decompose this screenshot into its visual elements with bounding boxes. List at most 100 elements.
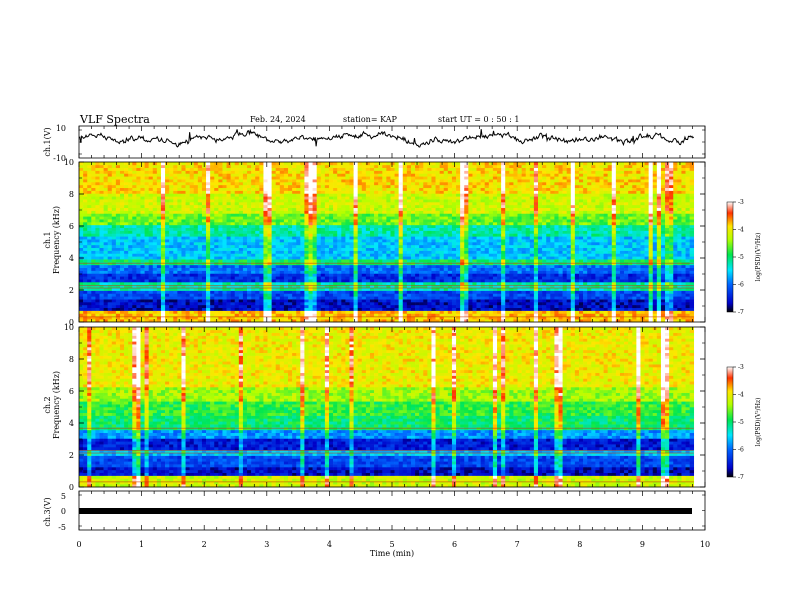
spec-cell bbox=[284, 248, 288, 251]
spec-cell bbox=[522, 299, 526, 302]
spec-cell bbox=[583, 293, 587, 296]
spec-cell bbox=[645, 273, 649, 276]
spec-cell bbox=[616, 282, 620, 285]
spec-cell bbox=[477, 276, 481, 279]
spec-cell bbox=[591, 308, 595, 311]
spec-cell bbox=[481, 236, 485, 239]
spec-cell bbox=[198, 271, 202, 274]
spec-cell bbox=[513, 245, 517, 248]
spec-cell bbox=[202, 259, 206, 262]
spec-cell bbox=[423, 256, 427, 259]
spec-cell bbox=[108, 233, 112, 236]
spec-cell bbox=[513, 282, 517, 285]
spec-cell bbox=[411, 293, 415, 296]
spec-cell bbox=[309, 279, 313, 282]
spec-cell bbox=[251, 248, 255, 251]
spec-cell bbox=[91, 308, 95, 311]
spec-cell bbox=[79, 231, 83, 234]
spec-cell bbox=[620, 242, 624, 245]
spec-cell bbox=[579, 271, 583, 274]
spec-cell bbox=[657, 251, 661, 254]
spec-cell bbox=[231, 233, 235, 236]
spec-cell bbox=[423, 282, 427, 285]
spec-cell bbox=[239, 273, 243, 276]
spec-cell bbox=[132, 268, 136, 271]
spec-cell bbox=[513, 231, 517, 234]
spec-cell bbox=[112, 271, 116, 274]
spec-cell bbox=[481, 233, 485, 236]
spec-cell bbox=[440, 276, 444, 279]
spec-cell bbox=[673, 265, 677, 268]
spec-cell bbox=[620, 251, 624, 254]
spec-cell bbox=[456, 256, 460, 259]
spec-cell bbox=[501, 302, 505, 305]
spec-cell bbox=[382, 268, 386, 271]
spec-cell bbox=[472, 291, 476, 294]
spec-cell bbox=[206, 225, 210, 228]
spec-cell bbox=[116, 231, 120, 234]
spec-cell bbox=[337, 268, 341, 271]
spec-cell bbox=[378, 253, 382, 256]
spec-cell bbox=[108, 242, 112, 245]
spec-cell bbox=[513, 271, 517, 274]
spec-cell bbox=[583, 273, 587, 276]
spec-cell bbox=[186, 251, 190, 254]
spec-cell bbox=[677, 291, 681, 294]
spec-cell bbox=[628, 276, 632, 279]
spec-cell bbox=[657, 248, 661, 251]
spec-cell bbox=[587, 248, 591, 251]
spec-cell bbox=[690, 279, 694, 282]
spec-cell bbox=[309, 242, 313, 245]
spec-cell bbox=[583, 239, 587, 242]
spec-cell bbox=[571, 265, 575, 268]
spec-cell bbox=[686, 276, 690, 279]
spec-cell bbox=[333, 313, 337, 316]
spec-cell bbox=[522, 313, 526, 316]
spec-cell bbox=[686, 236, 690, 239]
spec-cell bbox=[99, 291, 103, 294]
spec-cell bbox=[239, 239, 243, 242]
spec-cell bbox=[509, 239, 513, 242]
spec-cell bbox=[247, 313, 251, 316]
spec-cell bbox=[116, 228, 120, 231]
spec-cell bbox=[99, 248, 103, 251]
spec-cell bbox=[411, 279, 415, 282]
spec-cell bbox=[497, 253, 501, 256]
spec-cell bbox=[321, 233, 325, 236]
spec-cell bbox=[95, 276, 99, 279]
spec-cell bbox=[673, 271, 677, 274]
spec-cell bbox=[95, 293, 99, 296]
spec-cell bbox=[501, 276, 505, 279]
spec-cell bbox=[132, 282, 136, 285]
spec-cell bbox=[530, 302, 534, 305]
spec-cell bbox=[558, 273, 562, 276]
spec-cell bbox=[665, 293, 669, 296]
spec-cell bbox=[317, 302, 321, 305]
spec-cell bbox=[198, 302, 202, 305]
spec-cell bbox=[218, 233, 222, 236]
spec-cell bbox=[255, 253, 259, 256]
spec-cell bbox=[292, 245, 296, 248]
spec-cell bbox=[653, 273, 657, 276]
spec-cell bbox=[624, 256, 628, 259]
spec-cell bbox=[354, 256, 358, 259]
spec-cell bbox=[280, 245, 284, 248]
spec-cell bbox=[460, 259, 464, 262]
spec-cell bbox=[386, 228, 390, 231]
spec-cell bbox=[403, 273, 407, 276]
spec-cell bbox=[431, 256, 435, 259]
spec-cell bbox=[362, 282, 366, 285]
spec-cell bbox=[136, 233, 140, 236]
spec-cell bbox=[259, 291, 263, 294]
spec-cell bbox=[157, 276, 161, 279]
spec-cell bbox=[337, 299, 341, 302]
spec-cell bbox=[374, 296, 378, 299]
spec-cell bbox=[567, 253, 571, 256]
spec-cell bbox=[390, 248, 394, 251]
spec-cell bbox=[386, 268, 390, 271]
spec-cell bbox=[222, 273, 226, 276]
spec-cell bbox=[616, 291, 620, 294]
spec-cell bbox=[202, 293, 206, 296]
spec-cell bbox=[124, 305, 128, 308]
spec-cell bbox=[329, 273, 333, 276]
